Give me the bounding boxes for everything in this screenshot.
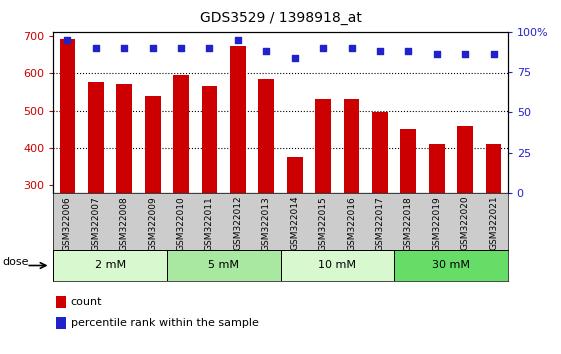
Point [319,45,328,51]
Text: GSM322013: GSM322013 [262,196,271,251]
Text: GSM322019: GSM322019 [432,196,441,251]
Text: percentile rank within the sample: percentile rank within the sample [71,318,259,328]
Point [63,37,72,43]
Bar [344,99,359,193]
Point [461,52,470,57]
Point [91,45,100,51]
Text: GSM322010: GSM322010 [177,196,186,251]
Bar [287,157,302,193]
Text: GSM322006: GSM322006 [63,196,72,251]
Bar [53,250,167,281]
Point [177,45,186,51]
Text: GSM322008: GSM322008 [120,196,129,251]
Text: GSM322009: GSM322009 [148,196,157,251]
Text: 10 mM: 10 mM [318,261,356,270]
Bar [145,96,160,193]
Text: GSM322011: GSM322011 [205,196,214,251]
Bar [457,126,473,193]
Text: GSM322020: GSM322020 [461,196,470,250]
Bar [429,144,444,193]
Bar [173,75,189,193]
Bar [280,250,394,281]
Text: GSM322021: GSM322021 [489,196,498,250]
Text: dose: dose [3,257,29,267]
Text: 30 mM: 30 mM [432,261,470,270]
Bar [117,84,132,193]
Text: 2 mM: 2 mM [95,261,126,270]
Point [205,45,214,51]
Text: GSM322012: GSM322012 [233,196,242,250]
Bar [59,39,75,193]
Text: GSM322016: GSM322016 [347,196,356,251]
Bar [167,250,280,281]
Bar [259,79,274,193]
Bar [202,86,217,193]
Text: count: count [71,297,102,307]
Point [120,45,129,51]
Bar [372,112,388,193]
Point [233,37,242,43]
Point [262,48,271,54]
Text: GSM322018: GSM322018 [404,196,413,251]
Bar [88,82,104,193]
Bar [230,46,246,193]
Text: GDS3529 / 1398918_at: GDS3529 / 1398918_at [200,11,361,25]
Bar [401,129,416,193]
Point [375,48,384,54]
Point [404,48,413,54]
Point [148,45,157,51]
Point [489,52,498,57]
Bar [394,250,508,281]
Text: GSM322015: GSM322015 [319,196,328,251]
Bar [315,99,331,193]
Point [432,52,441,57]
Point [290,55,299,61]
Text: GSM322007: GSM322007 [91,196,100,251]
Point [347,45,356,51]
Text: GSM322014: GSM322014 [290,196,299,250]
Text: GSM322017: GSM322017 [375,196,384,251]
Bar [486,144,502,193]
Text: 5 mM: 5 mM [208,261,239,270]
